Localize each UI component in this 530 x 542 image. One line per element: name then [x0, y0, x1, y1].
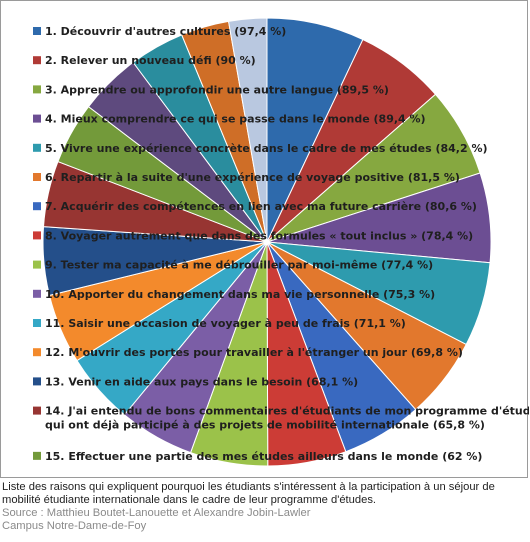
caption-campus: Campus Notre-Dame-de-Foy [2, 520, 147, 532]
legend-label-3: 3. Apprendre ou approfondir une autre la… [45, 83, 389, 96]
legend-label-13: 13. Venir en aide aux pays dans le besoi… [45, 375, 358, 388]
legend-label-14: 14. J'ai entendu de bons commentaires d'… [45, 405, 529, 432]
pie-chart: 1. Découvrir d'autres cultures (97,4 %) 2… [33, 17, 529, 467]
legend-swatch-8 [33, 231, 41, 240]
legend-swatch-7 [33, 202, 41, 211]
legend-swatch-15 [33, 451, 41, 460]
legend-label-12: 12. M'ouvrir des portes pour travailler … [45, 346, 463, 359]
legend-label-10: 10. Apporter du changement dans ma vie p… [45, 288, 435, 301]
legend-swatch-6 [33, 173, 41, 181]
pie-slice-19 [227, 17, 268, 243]
legend-swatch-12 [33, 348, 41, 357]
legend-label-2: 2. Relever un nouveau défi (90 %) [45, 54, 256, 67]
legend-label-7: 7. Acquérir des compétences en lien avec… [45, 200, 477, 213]
legend-swatch-14 [33, 406, 41, 415]
legend-swatch-10 [33, 289, 41, 298]
legend-swatch-1 [33, 27, 41, 35]
legend-swatch-2 [33, 56, 41, 65]
chart-frame: 1. Découvrir d'autres cultures (97,4 %) 2… [0, 0, 529, 478]
caption-text: Liste des raisons qui expliquent pourquo… [2, 481, 495, 506]
legend-swatch-4 [33, 114, 41, 123]
legend-label-5: 5. Vivre une expérience concrète dans le… [45, 142, 488, 155]
legend-label-6: 6. Repartir à la suite d'une expérience … [45, 171, 460, 184]
caption-source: Source : Matthieu Boutet-Lanouette et Al… [2, 507, 311, 519]
legend-label-8: 8. Voyager autrement que dans des formul… [45, 229, 473, 242]
legend-label-15: 15. Effectuer une partie des mes études … [45, 450, 482, 463]
legend-label-9: 9. Tester ma capacité à me débrouiller p… [45, 259, 433, 272]
legend-label-1: 1. Découvrir d'autres cultures (97,4 %) [45, 25, 286, 38]
legend-swatch-3 [33, 85, 41, 94]
legend-label-4: 4. Mieux comprendre ce qui se passe dans… [45, 113, 426, 126]
legend-swatch-5 [33, 143, 41, 152]
legend-swatch-9 [33, 260, 41, 269]
pie-slices [42, 17, 492, 467]
legend-label-11: 11. Saisir une occasion de voyager à peu… [45, 317, 406, 330]
legend-swatch-11 [33, 319, 41, 327]
legend: 1. Découvrir d'autres cultures (97,4 %) 2… [33, 25, 529, 463]
legend-swatch-13 [33, 377, 41, 386]
figure-caption: Liste des raisons qui expliquent pourquo… [2, 481, 528, 533]
